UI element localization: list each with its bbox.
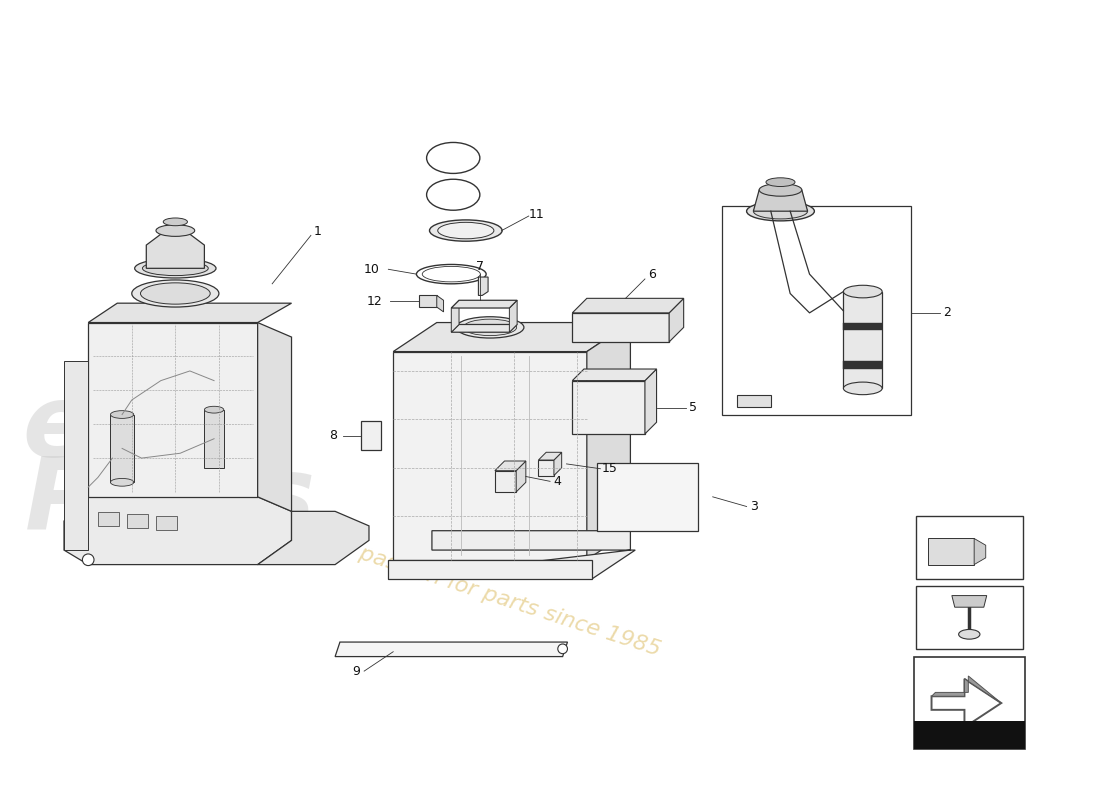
Text: 5: 5 xyxy=(690,402,697,414)
Text: euro: euro xyxy=(22,381,279,478)
Ellipse shape xyxy=(958,630,980,639)
Ellipse shape xyxy=(156,225,195,236)
Polygon shape xyxy=(437,295,443,312)
Ellipse shape xyxy=(82,554,94,566)
Polygon shape xyxy=(844,362,882,369)
Polygon shape xyxy=(451,300,459,332)
Text: 4: 4 xyxy=(554,475,562,488)
Text: 3: 3 xyxy=(750,500,758,513)
Bar xyxy=(916,586,1023,649)
Polygon shape xyxy=(388,530,636,579)
Polygon shape xyxy=(754,190,807,211)
Polygon shape xyxy=(64,497,292,565)
Text: 8: 8 xyxy=(329,430,338,442)
Text: 10: 10 xyxy=(364,262,380,276)
Polygon shape xyxy=(572,298,684,313)
Ellipse shape xyxy=(142,261,208,275)
Ellipse shape xyxy=(759,184,802,196)
Polygon shape xyxy=(927,538,975,565)
Ellipse shape xyxy=(141,283,210,304)
Ellipse shape xyxy=(163,218,187,226)
Polygon shape xyxy=(205,410,223,468)
Polygon shape xyxy=(336,642,568,657)
Ellipse shape xyxy=(456,317,524,338)
Polygon shape xyxy=(669,298,684,342)
Text: 12: 12 xyxy=(366,294,383,308)
Text: 7: 7 xyxy=(476,260,484,273)
Polygon shape xyxy=(146,230,205,268)
Ellipse shape xyxy=(110,410,134,418)
Bar xyxy=(916,516,1023,579)
Ellipse shape xyxy=(110,478,134,486)
Polygon shape xyxy=(932,676,1001,703)
Polygon shape xyxy=(975,538,986,565)
Polygon shape xyxy=(538,452,562,460)
Ellipse shape xyxy=(134,258,216,278)
Ellipse shape xyxy=(438,222,494,238)
Polygon shape xyxy=(257,511,369,565)
Ellipse shape xyxy=(747,202,814,221)
Polygon shape xyxy=(451,325,517,332)
Ellipse shape xyxy=(766,178,795,186)
Polygon shape xyxy=(393,322,630,351)
Text: 13: 13 xyxy=(444,151,462,165)
Ellipse shape xyxy=(844,382,882,394)
Polygon shape xyxy=(361,422,381,450)
Ellipse shape xyxy=(427,179,480,210)
Text: 14: 14 xyxy=(444,188,462,202)
Polygon shape xyxy=(572,313,669,342)
Polygon shape xyxy=(88,303,292,322)
Polygon shape xyxy=(126,514,148,528)
Text: 9: 9 xyxy=(352,665,361,678)
Polygon shape xyxy=(257,322,292,511)
Ellipse shape xyxy=(205,406,223,413)
Bar xyxy=(723,206,911,414)
Polygon shape xyxy=(586,322,630,560)
Ellipse shape xyxy=(558,644,568,654)
Text: 201 02: 201 02 xyxy=(940,727,999,742)
Polygon shape xyxy=(156,516,177,530)
Polygon shape xyxy=(451,300,517,308)
Polygon shape xyxy=(645,369,657,434)
Polygon shape xyxy=(952,595,987,607)
Text: 15: 15 xyxy=(602,462,618,475)
Text: a passion for parts since 1985: a passion for parts since 1985 xyxy=(337,537,662,660)
Text: 2: 2 xyxy=(943,306,951,319)
Ellipse shape xyxy=(844,286,882,298)
Polygon shape xyxy=(495,470,516,492)
Polygon shape xyxy=(88,322,257,497)
Polygon shape xyxy=(478,277,488,295)
Polygon shape xyxy=(516,461,526,492)
Polygon shape xyxy=(495,461,526,470)
Polygon shape xyxy=(419,295,437,307)
Polygon shape xyxy=(554,452,562,475)
Text: 13: 13 xyxy=(934,589,947,598)
Bar xyxy=(914,657,1025,749)
Polygon shape xyxy=(509,300,517,332)
Polygon shape xyxy=(572,381,645,434)
Polygon shape xyxy=(844,291,882,388)
Polygon shape xyxy=(737,395,771,406)
Polygon shape xyxy=(596,463,698,530)
Polygon shape xyxy=(538,460,554,475)
Polygon shape xyxy=(110,414,134,482)
Ellipse shape xyxy=(754,203,807,219)
Polygon shape xyxy=(393,351,586,560)
Text: Parts: Parts xyxy=(25,453,316,550)
Ellipse shape xyxy=(132,280,219,307)
Polygon shape xyxy=(64,362,88,550)
Ellipse shape xyxy=(429,220,502,242)
Text: 11: 11 xyxy=(529,208,544,221)
Text: 1: 1 xyxy=(314,225,321,238)
Polygon shape xyxy=(98,512,119,526)
Ellipse shape xyxy=(427,142,480,174)
Polygon shape xyxy=(572,369,657,381)
Polygon shape xyxy=(932,679,1001,727)
Bar xyxy=(914,722,1025,749)
Text: 6: 6 xyxy=(648,268,656,281)
Polygon shape xyxy=(388,560,592,579)
Ellipse shape xyxy=(463,319,517,336)
Polygon shape xyxy=(844,322,882,330)
Text: 14: 14 xyxy=(934,520,947,530)
